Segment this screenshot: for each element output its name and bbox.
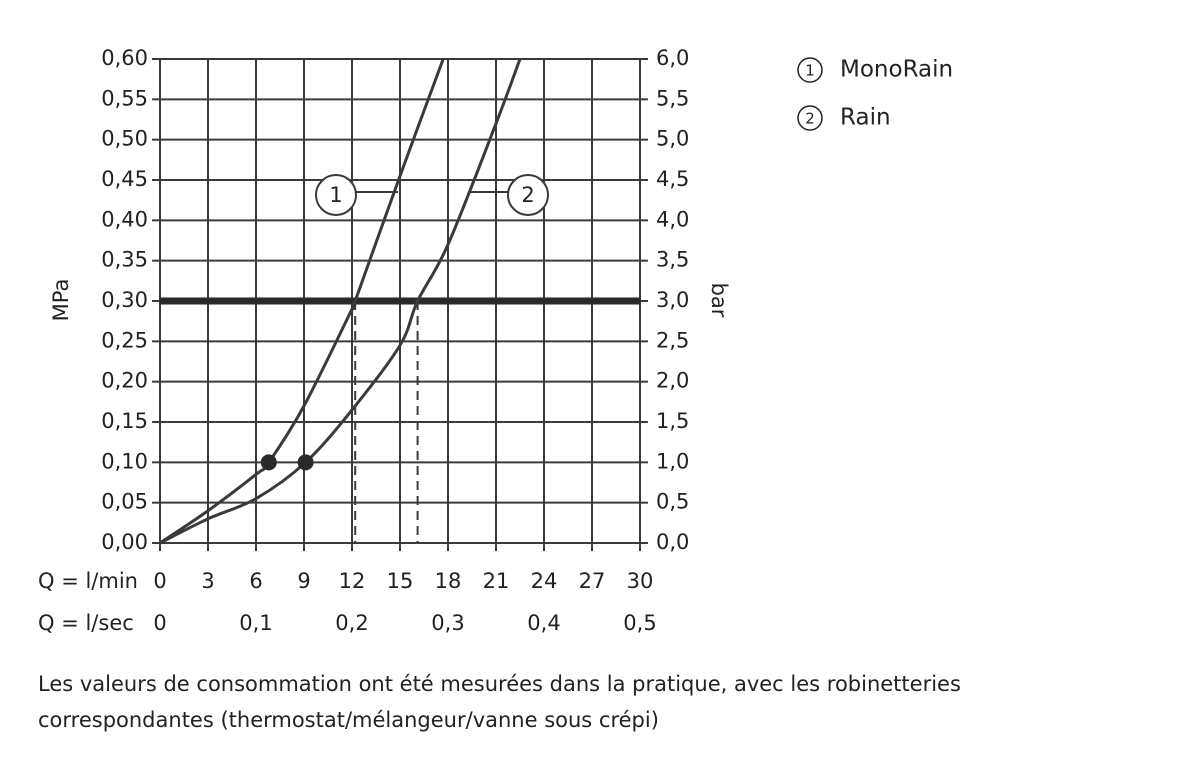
- callout-circle: [507, 174, 549, 216]
- y2-tick-label: 5,0: [656, 127, 689, 151]
- footnote: Les valeurs de consommation ont été mesu…: [38, 672, 961, 732]
- point: [297, 454, 314, 471]
- x2-tick-label: 0,4: [527, 611, 560, 635]
- callout-circle: [315, 174, 357, 216]
- y-tick-label: 0,50: [101, 127, 148, 151]
- x-axis-label: Q = l/min: [38, 569, 138, 593]
- y-tick-label: 0,40: [101, 207, 148, 231]
- callout-label: 1: [329, 183, 342, 207]
- x2-tick-label: 0,2: [335, 611, 368, 635]
- y2-tick-label: 2,0: [656, 369, 689, 393]
- y2-tick-label: 6,0: [656, 46, 689, 70]
- callout-label: 2: [521, 183, 534, 207]
- y-tick-label: 0,55: [101, 86, 148, 110]
- legend-label: Rain: [840, 105, 891, 131]
- x2-tick-label: 0,1: [239, 611, 272, 635]
- y-tick-label: 0,35: [101, 248, 148, 272]
- y2-tick-label: 1,5: [656, 409, 689, 433]
- point: [260, 454, 277, 471]
- x2-tick-label: 0,3: [431, 611, 464, 635]
- curve: [159, 58, 522, 545]
- x-tick-label: 15: [387, 569, 414, 593]
- legend-symbol-label: 2: [805, 110, 815, 128]
- y-tick-label: 0,10: [101, 449, 148, 473]
- y-tick-label: 0,15: [101, 409, 148, 433]
- y2-tick-label: 4,5: [656, 167, 689, 191]
- y-axis-label: MPa: [49, 279, 73, 322]
- y2-tick-label: 0,5: [656, 490, 689, 514]
- x-tick-label: 30: [627, 569, 654, 593]
- x2-tick-label: 0,5: [623, 611, 656, 635]
- x-tick-label: 9: [297, 569, 310, 593]
- y2-tick-label: 3,0: [656, 288, 689, 312]
- y2-tick-label: 3,5: [656, 248, 689, 272]
- x-tick-label: 0: [153, 569, 166, 593]
- y-tick-label: 0,45: [101, 167, 148, 191]
- y-tick-label: 0,25: [101, 328, 148, 352]
- legend-label: MonoRain: [840, 57, 953, 83]
- chart: 0,000,050,100,150,200,250,300,350,400,45…: [38, 46, 953, 635]
- y2-tick-label: 5,5: [656, 86, 689, 110]
- y-tick-label: 0,20: [101, 369, 148, 393]
- y-tick-label: 0,30: [101, 288, 148, 312]
- legend-symbol: [797, 57, 823, 83]
- legend-symbol: [797, 105, 823, 131]
- y2-tick-label: 4,0: [656, 207, 689, 231]
- y2-tick-label: 0,0: [656, 530, 689, 554]
- x-tick-label: 12: [339, 569, 366, 593]
- x2-tick-label: 0: [153, 611, 166, 635]
- x2-axis-label: Q = l/sec: [38, 611, 134, 635]
- x-tick-label: 6: [249, 569, 262, 593]
- x-tick-label: 18: [435, 569, 462, 593]
- legend-symbol-label: 1: [805, 62, 815, 80]
- x-tick-label: 21: [483, 569, 510, 593]
- y2-tick-label: 1,0: [656, 449, 689, 473]
- y-tick-label: 0,60: [101, 46, 148, 70]
- x-tick-label: 3: [201, 569, 214, 593]
- y2-axis-label: bar: [707, 283, 731, 318]
- y-tick-label: 0,00: [101, 530, 148, 554]
- x-tick-label: 27: [579, 569, 606, 593]
- x-tick-label: 24: [531, 569, 558, 593]
- y-tick-label: 0,05: [101, 490, 148, 514]
- curve: [159, 58, 445, 545]
- y2-tick-label: 2,5: [656, 328, 689, 352]
